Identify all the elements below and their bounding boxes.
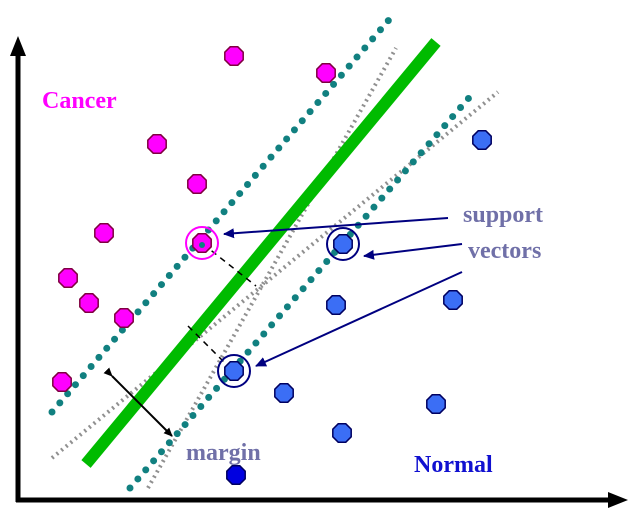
- x-axis-arrowhead: [608, 492, 628, 508]
- cancer-label: Cancer: [42, 88, 117, 114]
- normal-point: [332, 423, 352, 443]
- normal-point: [472, 130, 492, 150]
- arrow-to-normal-support-upper: [363, 243, 463, 260]
- cancer-point: [58, 268, 78, 288]
- normal-point: [443, 290, 463, 310]
- margin-arrow: [103, 367, 173, 437]
- margin-boundaries: [48, 10, 478, 492]
- support-marker-cancer: [185, 226, 219, 260]
- normal-point: [426, 394, 446, 414]
- cancer-point: [316, 63, 336, 83]
- normal-point: [226, 465, 246, 485]
- arrow-to-cancer-support: [223, 217, 449, 239]
- normal-point: [224, 361, 244, 381]
- dashed-distance-upper: [202, 243, 257, 287]
- arrow-to-normal-support-lower: [255, 271, 463, 367]
- margin-line-upper: [48, 10, 398, 416]
- normal-points: [224, 130, 492, 485]
- support-vector-markers: [185, 226, 360, 388]
- cancer-point: [52, 372, 72, 392]
- cancer-points: [52, 46, 336, 392]
- support-label-line1: support: [463, 202, 543, 228]
- support-marker-normal-upper: [326, 227, 360, 261]
- normal-point: [333, 234, 353, 254]
- support-label-line2: vectors: [468, 238, 541, 264]
- support-distance-lines: [187, 243, 257, 373]
- cancer-point: [224, 46, 244, 66]
- gray-dotted-line-steep: [146, 47, 398, 489]
- normal-point: [274, 383, 294, 403]
- cancer-point: [187, 174, 207, 194]
- cancer-point: [114, 308, 134, 328]
- cancer-point: [79, 293, 99, 313]
- axes: [10, 36, 628, 508]
- cancer-point: [147, 134, 167, 154]
- support-marker-normal-lower: [217, 354, 251, 388]
- y-axis-arrowhead: [10, 36, 26, 56]
- margin-label: margin: [186, 440, 261, 466]
- normal-label: Normal: [414, 452, 493, 478]
- normal-point: [326, 295, 346, 315]
- cancer-point: [94, 223, 114, 243]
- margin-line-lower: [126, 88, 478, 492]
- support-vector-arrows: [223, 217, 463, 367]
- support-dot: [199, 242, 205, 248]
